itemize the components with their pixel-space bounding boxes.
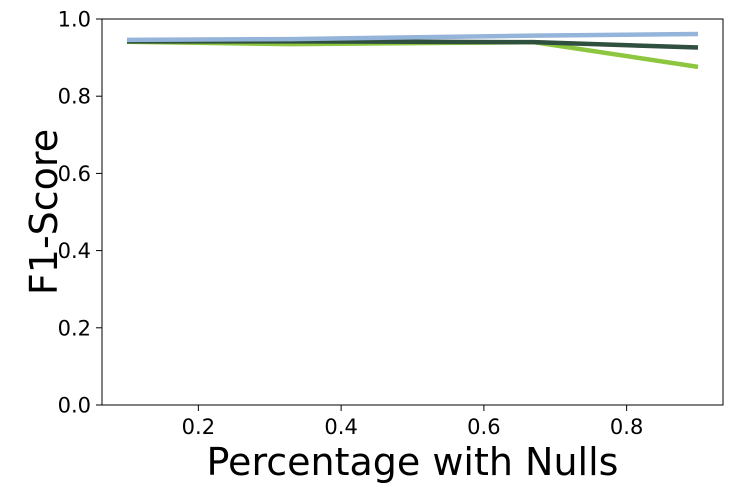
y-tick-label: 0.2 bbox=[58, 316, 91, 340]
y-tick-label: 0.8 bbox=[58, 85, 91, 109]
series-layer bbox=[126, 31, 699, 70]
x-axis: 0.2 0.4 0.6 0.8 bbox=[182, 405, 643, 439]
y-tick-label: 0.0 bbox=[58, 394, 91, 418]
y-tick-label: 1.0 bbox=[58, 8, 91, 32]
series-line-3 bbox=[126, 31, 699, 43]
x-tick-label: 0.2 bbox=[182, 415, 215, 439]
x-tick-label: 0.4 bbox=[324, 415, 357, 439]
x-tick-label: 0.8 bbox=[610, 415, 643, 439]
y-axis-title: F1-Score bbox=[22, 129, 66, 295]
x-tick-label: 0.6 bbox=[467, 415, 500, 439]
y-tick-label: 0.6 bbox=[58, 162, 91, 186]
x-axis-title: Percentage with Nulls bbox=[207, 440, 619, 484]
y-tick-label: 0.4 bbox=[58, 239, 91, 263]
y-axis: 0.0 0.2 0.4 0.6 0.8 1.0 bbox=[58, 8, 102, 418]
plot-frame bbox=[101, 18, 724, 406]
